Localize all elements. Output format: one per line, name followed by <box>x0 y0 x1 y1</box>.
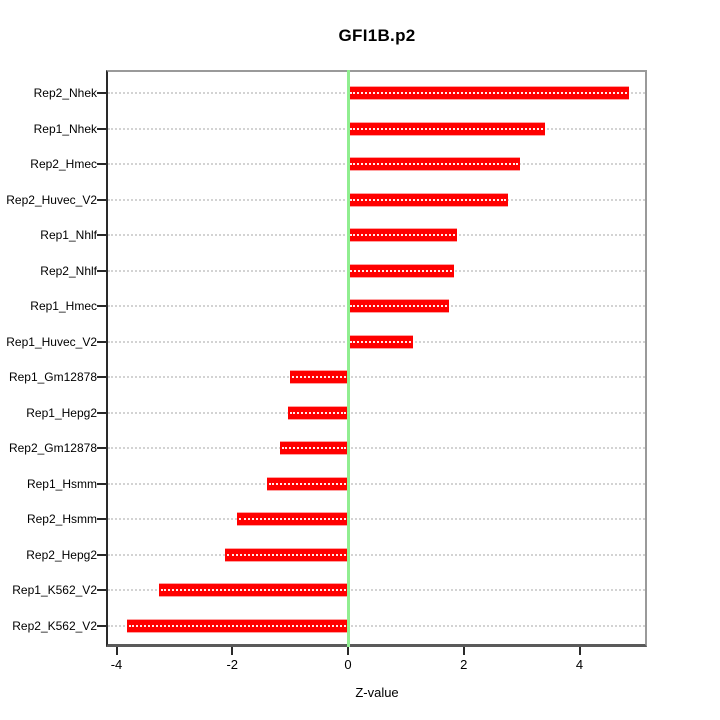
bar <box>348 300 449 313</box>
bar <box>279 442 348 455</box>
bar-center-dots <box>350 127 543 130</box>
bar <box>348 229 457 242</box>
y-axis-label: Rep2_Huvec_V2 <box>6 192 97 207</box>
bar <box>224 548 348 561</box>
y-axis-tick <box>97 198 106 201</box>
y-axis-label: Rep1_Gm12878 <box>8 370 97 385</box>
row-grid-line <box>108 376 645 379</box>
bar <box>348 264 455 277</box>
y-axis-label: Rep2_Gm12878 <box>8 441 97 456</box>
y-axis-tick <box>97 269 106 272</box>
y-axis-label: Rep1_Nhek <box>33 121 97 136</box>
x-axis-tick-label: -2 <box>226 657 239 672</box>
row-grid-line <box>108 482 645 485</box>
y-axis-label: Rep1_Huvec_V2 <box>6 334 97 349</box>
bar-center-dots <box>238 518 346 521</box>
bar <box>290 371 348 384</box>
y-axis-label: Rep2_Nhek <box>33 86 97 101</box>
bar-center-dots <box>292 376 346 379</box>
y-axis-tick <box>97 376 106 379</box>
y-axis-tick <box>97 553 106 556</box>
zero-reference-line <box>347 70 350 647</box>
plot-area <box>106 70 647 647</box>
x-axis-tick <box>115 647 118 655</box>
bar-center-dots <box>161 589 346 592</box>
bar <box>288 406 348 419</box>
x-axis-tick-label: -4 <box>110 657 123 672</box>
chart-title: GFI1B.p2 <box>338 26 416 45</box>
bar-center-dots <box>350 198 506 201</box>
row-grid-line <box>108 447 645 450</box>
y-axis-tick <box>97 447 106 450</box>
bar-center-dots <box>350 163 519 166</box>
bar <box>348 158 521 171</box>
bar <box>126 619 348 632</box>
x-axis-tick-label: 2 <box>460 657 468 672</box>
x-axis-tick <box>462 647 465 655</box>
bar-center-dots <box>350 269 453 272</box>
row-grid-line <box>108 518 645 521</box>
y-axis-tick <box>97 234 106 237</box>
y-axis-tick <box>97 589 106 592</box>
y-axis-tick <box>97 411 106 414</box>
bar-center-dots <box>350 340 412 343</box>
row-grid-line <box>108 411 645 414</box>
bar-center-dots <box>226 553 346 556</box>
y-axis-label: Rep1_Nhlf <box>40 228 97 243</box>
y-axis-tick <box>97 163 106 166</box>
x-axis-tick <box>578 647 581 655</box>
x-axis-tick <box>347 647 349 655</box>
bar <box>348 193 508 206</box>
y-axis-label: Rep2_Nhlf <box>40 263 97 278</box>
y-axis-label: Rep2_Hsmm <box>26 512 97 527</box>
bar <box>159 584 348 597</box>
y-axis-label: Rep2_K562_V2 <box>12 618 97 633</box>
y-axis-tick <box>97 305 106 308</box>
x-axis-tick <box>231 647 234 655</box>
row-grid-line <box>108 553 645 556</box>
bar <box>348 335 414 348</box>
bar <box>266 477 348 490</box>
bar-center-dots <box>281 447 346 450</box>
bar <box>348 87 629 100</box>
y-axis-label: Rep1_Hepg2 <box>26 405 97 420</box>
y-axis-label: Rep1_Hsmm <box>26 476 97 491</box>
bar-center-dots <box>350 92 627 95</box>
y-axis-label: Rep1_K562_V2 <box>12 583 97 598</box>
y-axis-tick <box>97 482 106 485</box>
y-axis-tick <box>97 624 106 627</box>
row-grid-line <box>108 589 645 592</box>
bar-center-dots <box>268 482 346 485</box>
x-axis-tick-label: 0 <box>344 657 352 672</box>
bar-center-dots <box>350 234 455 237</box>
y-axis-tick <box>97 92 106 95</box>
bar <box>348 122 545 135</box>
bar-center-dots <box>290 411 346 414</box>
bar-center-dots <box>350 305 447 308</box>
x-axis-title: Z-value <box>355 685 399 700</box>
y-axis-label: Rep2_Hmec <box>30 157 97 172</box>
y-axis-tick <box>97 127 106 130</box>
bar <box>236 513 348 526</box>
bar-center-dots <box>128 624 346 627</box>
y-axis-tick <box>97 518 106 521</box>
row-grid-line <box>108 624 645 627</box>
y-axis-label: Rep1_Hmec <box>30 299 97 314</box>
y-axis-label: Rep2_Hepg2 <box>26 547 97 562</box>
x-axis-tick-label: 4 <box>575 657 584 672</box>
y-axis-tick <box>97 340 106 343</box>
